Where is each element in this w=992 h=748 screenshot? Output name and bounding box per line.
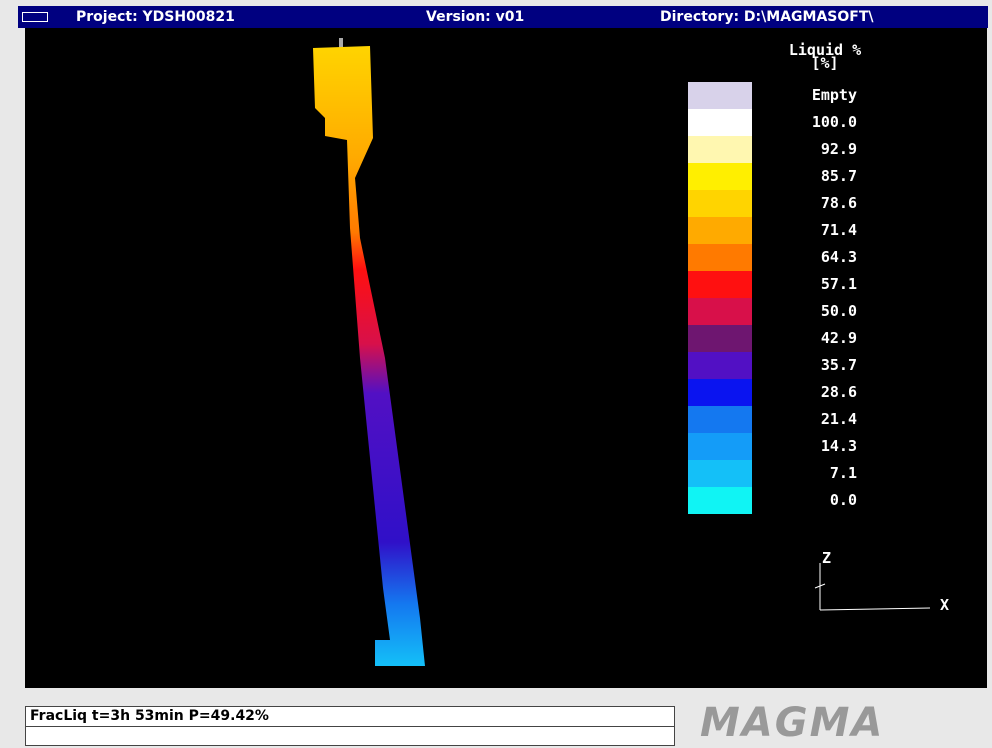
axis-x-label: X (940, 596, 949, 614)
legend-label: 85.7 (821, 167, 857, 185)
legend-swatch (688, 82, 752, 109)
legend-label: 35.7 (821, 356, 857, 374)
legend-swatch (688, 298, 752, 325)
legend-label: 100.0 (812, 113, 857, 131)
legend-swatch (688, 244, 752, 271)
directory-label: Directory: D:\MAGMASOFT\ (660, 6, 874, 28)
legend-label: 21.4 (821, 410, 857, 428)
app-window: Project: YDSH00821 Version: v01 Director… (0, 0, 992, 748)
legend: Empty 100.0 92.9 85.7 78.6 71.4 64.3 57.1 50.0 42… (688, 82, 857, 514)
legend-label: 7.1 (830, 464, 857, 482)
legend-label: 50.0 (821, 302, 857, 320)
legend-swatch (688, 460, 752, 487)
legend-swatch (688, 433, 752, 460)
axis-z-label: Z (822, 549, 831, 567)
legend-swatch (688, 352, 752, 379)
legend-swatch (688, 136, 752, 163)
menu-button[interactable] (22, 12, 48, 22)
legend-label: Empty (812, 86, 857, 104)
status-box: FracLiq t=3h 53min P=49.42% (25, 706, 675, 746)
legend-swatch (688, 217, 752, 244)
version-label: Version: v01 (426, 6, 524, 28)
legend-swatch (688, 163, 752, 190)
legend-label: 78.6 (821, 194, 857, 212)
axis-triad (815, 563, 930, 610)
legend-swatch (688, 406, 752, 433)
legend-unit: [%] (811, 54, 838, 72)
legend-label: 28.6 (821, 383, 857, 401)
legend-label: 71.4 (821, 221, 857, 239)
legend-swatch (688, 487, 752, 514)
legend-label: 57.1 (821, 275, 857, 293)
viewport: Liquid % [%] Empty100.092.985.778.671.46… (25, 28, 987, 688)
legend-swatch (688, 325, 752, 352)
legend-label: 42.9 (821, 329, 857, 347)
legend-label: 64.3 (821, 248, 857, 266)
project-label: Project: YDSH00821 (76, 6, 235, 28)
status-text: FracLiq t=3h 53min P=49.42% (26, 707, 674, 727)
legend-swatch (688, 109, 752, 136)
legend-label: 92.9 (821, 140, 857, 158)
legend-label: 0.0 (830, 491, 857, 509)
casting-model (313, 46, 425, 666)
logo: MAGMA (700, 700, 884, 746)
legend-swatch (688, 379, 752, 406)
legend-label: 14.3 (821, 437, 857, 455)
legend-swatch (688, 271, 752, 298)
title-bar: Project: YDSH00821 Version: v01 Director… (18, 6, 988, 28)
legend-swatch (688, 190, 752, 217)
